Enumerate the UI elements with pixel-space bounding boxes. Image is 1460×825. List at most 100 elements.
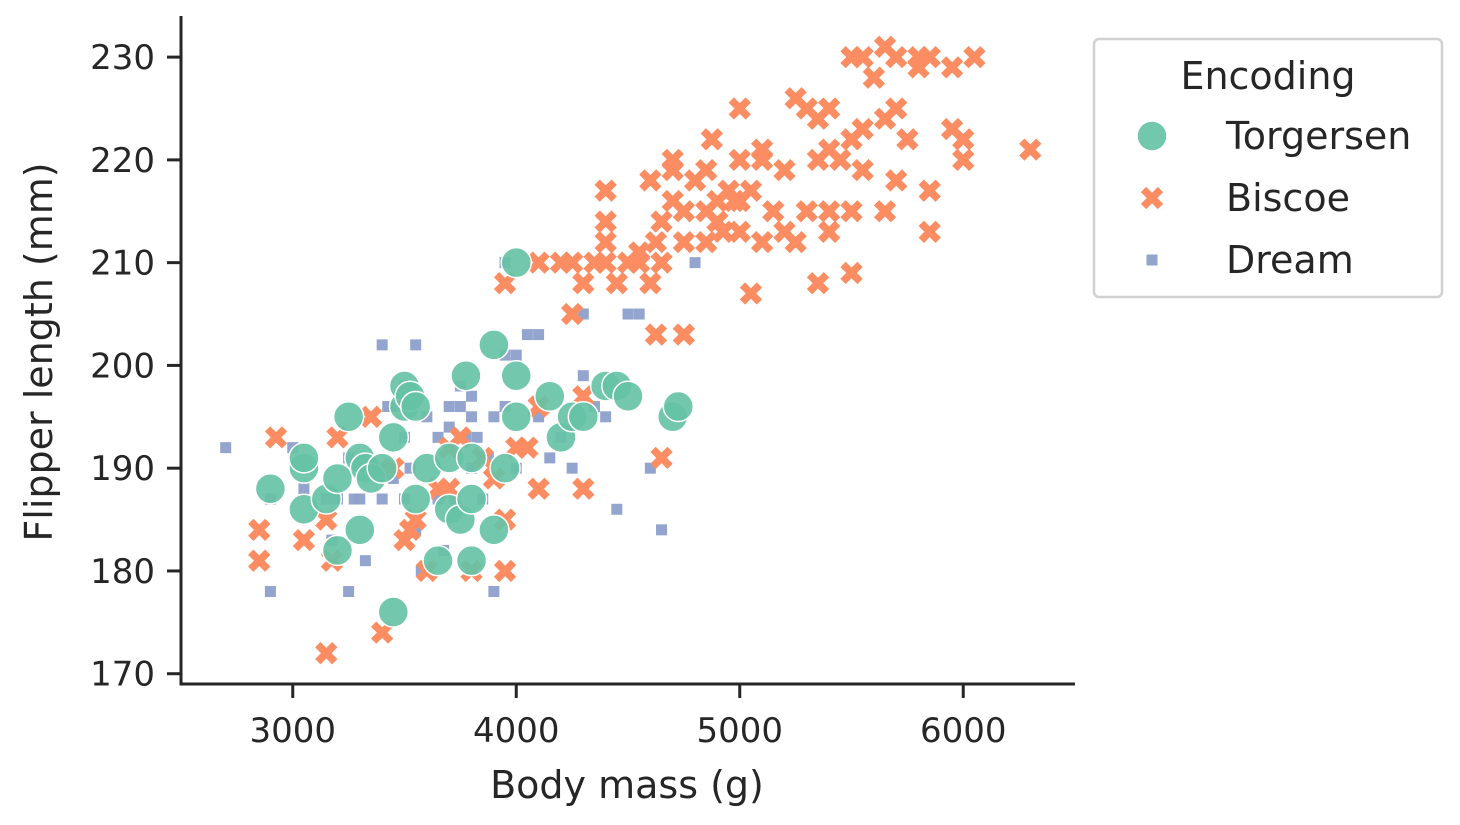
data-point-dream (488, 411, 500, 423)
legend-marker-biscoe (1140, 186, 1164, 210)
x-ticks: 3000 4000 5000 6000 (249, 684, 1007, 751)
data-point-biscoe (672, 200, 696, 223)
data-point-torgersen (366, 452, 398, 484)
data-point-dream (611, 503, 623, 515)
data-point-biscoe (739, 282, 763, 305)
data-point-dream (460, 431, 472, 443)
data-point-biscoe (326, 426, 349, 449)
data-point-dream (577, 370, 589, 382)
data-point-dream (566, 462, 578, 474)
data-point-dream (264, 586, 276, 598)
data-point-biscoe (359, 405, 383, 428)
data-point-dream (466, 411, 478, 423)
y-tick-label: 210 (90, 244, 155, 284)
legend-frame (1092, 37, 1444, 299)
data-point-biscoe (572, 272, 595, 295)
data-point-biscoe (516, 436, 539, 459)
data-point-biscoe (1019, 138, 1042, 161)
data-point-biscoe (315, 508, 338, 531)
data-point-dream (689, 257, 701, 269)
legend-label: Dream (1226, 238, 1354, 282)
data-point-biscoe (672, 230, 696, 254)
y-tick-label: 230 (90, 38, 155, 78)
legend-item-biscoe: Biscoe (1140, 176, 1350, 220)
data-point-biscoe (404, 508, 427, 531)
data-point-biscoe (784, 230, 807, 254)
legend: Encoding Torgersen Biscoe Dream (1092, 37, 1444, 299)
data-point-biscoe (661, 148, 684, 172)
legend-item-dream: Dream (1146, 238, 1354, 282)
data-point-biscoe (493, 559, 517, 583)
data-point-biscoe (594, 179, 617, 202)
data-point-biscoe (572, 477, 595, 500)
data-point-dream (415, 565, 427, 577)
data-point-torgersen (500, 401, 532, 433)
data-point-biscoe (644, 323, 668, 346)
data-point-biscoe (248, 549, 271, 572)
data-point-biscoe (700, 128, 723, 151)
data-point-biscoe (851, 45, 874, 69)
y-ticks: 170 180 190 200 210 220 230 (90, 38, 181, 695)
data-point-biscoe (594, 251, 617, 274)
data-point-torgersen (344, 514, 376, 546)
axes: 3000 4000 5000 6000 170 180 190 200 210 220 230 B… (17, 16, 1075, 807)
data-point-biscoe (952, 148, 975, 172)
data-point-dream (577, 308, 589, 320)
data-point-torgersen (321, 534, 354, 567)
data-point-biscoe (449, 426, 472, 449)
data-point-dream (343, 586, 355, 598)
data-point-biscoe (963, 45, 986, 69)
data-point-dream (220, 442, 232, 454)
data-point-dream (376, 339, 388, 351)
data-point-biscoe (628, 241, 651, 264)
data-point-torgersen (377, 596, 410, 628)
data-point-biscoe (873, 200, 897, 223)
data-point-biscoe (315, 642, 338, 665)
data-point-biscoe (817, 200, 841, 223)
y-tick-label: 190 (90, 449, 155, 489)
data-point-biscoe (650, 210, 673, 233)
data-point-dream (298, 483, 310, 495)
data-point-biscoe (605, 272, 628, 295)
legend-label: Torgersen (1225, 114, 1411, 158)
data-point-biscoe (594, 230, 617, 254)
data-point-torgersen (399, 483, 432, 515)
data-point-dream (432, 431, 444, 443)
data-point-biscoe (527, 251, 550, 274)
data-point-torgersen (455, 544, 488, 577)
data-point-biscoe (885, 45, 908, 69)
data-point-biscoe (723, 189, 746, 213)
data-point-biscoe (650, 446, 673, 470)
data-point-biscoe (292, 528, 316, 552)
data-point-biscoe (750, 230, 774, 254)
data-point-dream (533, 411, 545, 423)
data-point-biscoe (806, 272, 830, 295)
data-point-biscoe (438, 477, 461, 500)
data-point-biscoe (644, 230, 668, 254)
data-point-dream (348, 493, 360, 505)
data-point-torgersen (478, 329, 510, 361)
data-point-dream (622, 308, 634, 320)
data-point-torgersen (500, 359, 532, 392)
legend-title: Encoding (1180, 54, 1355, 98)
data-point-biscoe (840, 200, 863, 223)
data-point-torgersen (332, 401, 365, 433)
data-point-biscoe (728, 220, 751, 243)
data-point-dream (633, 308, 645, 320)
data-point-dream (600, 411, 612, 423)
data-point-biscoe (862, 66, 886, 89)
data-point-biscoe (817, 220, 841, 243)
data-point-torgersen (662, 390, 695, 423)
data-point-dream (454, 401, 466, 413)
data-point-biscoe (639, 272, 662, 295)
data-point-biscoe (762, 200, 785, 223)
data-point-dream (376, 493, 388, 505)
data-point-biscoe (639, 169, 662, 192)
legend-items: Torgersen Biscoe Dream (1136, 114, 1411, 282)
data-point-torgersen (455, 483, 488, 515)
data-point-torgersen (399, 390, 432, 423)
data-point-biscoe (672, 323, 696, 346)
data-point-torgersen (254, 472, 287, 505)
data-point-biscoe (795, 200, 818, 223)
